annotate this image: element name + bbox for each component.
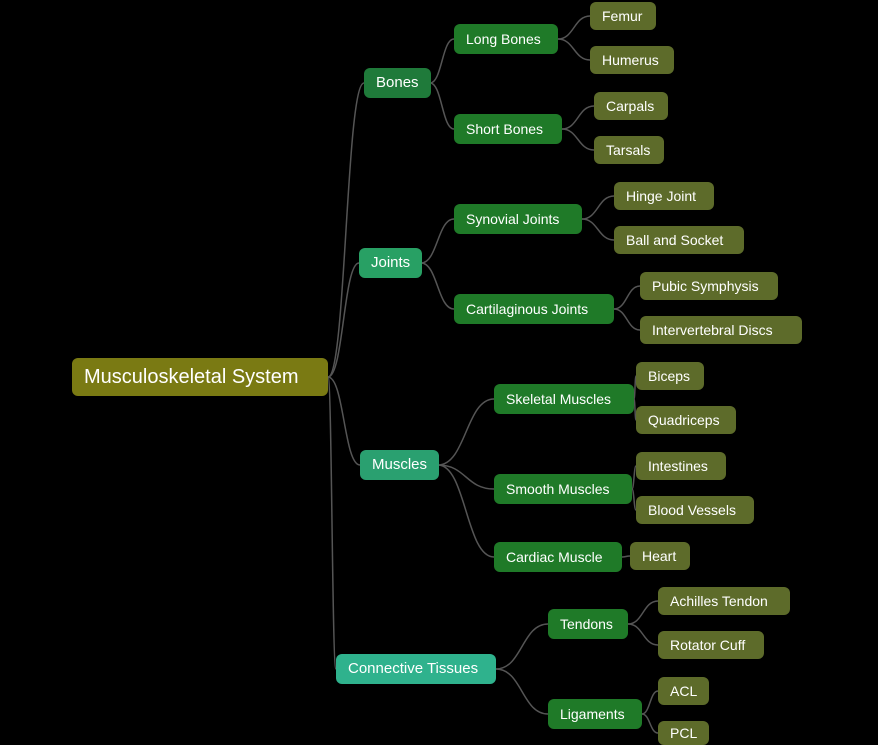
mindmap-node-shortbones[interactable]: Short Bones — [454, 114, 562, 144]
mindmap-node-bones[interactable]: Bones — [364, 68, 431, 98]
mindmap-node-smooth[interactable]: Smooth Muscles — [494, 474, 632, 504]
mindmap-node-conn[interactable]: Connective Tissues — [336, 654, 496, 684]
mindmap-edge — [558, 39, 590, 60]
mindmap-edge — [328, 83, 364, 377]
mindmap-edge — [562, 129, 594, 150]
mindmap-edge — [614, 286, 640, 309]
mindmap-node-quads[interactable]: Quadriceps — [636, 406, 736, 434]
mindmap-edge — [496, 624, 548, 669]
mindmap-edge — [622, 556, 630, 557]
mindmap-node-muscles[interactable]: Muscles — [360, 450, 439, 480]
mindmap-edge — [328, 377, 336, 669]
mindmap-node-hinge[interactable]: Hinge Joint — [614, 182, 714, 210]
mindmap-edge — [642, 714, 658, 733]
mindmap-edge — [421, 219, 454, 263]
mindmap-node-pcl[interactable]: PCL — [658, 721, 709, 745]
mindmap-edge — [438, 399, 494, 465]
mindmap-node-acl[interactable]: ACL — [658, 677, 709, 705]
mindmap-node-ball[interactable]: Ball and Socket — [614, 226, 744, 254]
mindmap-node-humerus[interactable]: Humerus — [590, 46, 674, 74]
mindmap-edge — [582, 196, 614, 219]
mindmap-node-root[interactable]: Musculoskeletal System — [72, 358, 328, 396]
mindmap-edge — [614, 309, 640, 330]
mindmap-node-femur[interactable]: Femur — [590, 2, 656, 30]
mindmap-edge — [582, 219, 614, 240]
mindmap-node-skeletal[interactable]: Skeletal Muscles — [494, 384, 634, 414]
mindmap-node-synovial[interactable]: Synovial Joints — [454, 204, 582, 234]
mindmap-edge — [421, 263, 454, 309]
mindmap-node-joints[interactable]: Joints — [359, 248, 422, 278]
mindmap-node-cartil[interactable]: Cartilaginous Joints — [454, 294, 614, 324]
mindmap-edge — [430, 39, 454, 83]
mindmap-node-longbones[interactable]: Long Bones — [454, 24, 558, 54]
mindmap-edge — [628, 624, 658, 645]
mindmap-node-achilles[interactable]: Achilles Tendon — [658, 587, 790, 615]
mindmap-node-ligaments[interactable]: Ligaments — [548, 699, 642, 729]
mindmap-edge — [562, 106, 594, 129]
mindmap-edge — [328, 377, 360, 465]
mindmap-node-intest[interactable]: Intestines — [636, 452, 726, 480]
mindmap-node-tendons[interactable]: Tendons — [548, 609, 628, 639]
mindmap-node-biceps[interactable]: Biceps — [636, 362, 704, 390]
mindmap-node-pubic[interactable]: Pubic Symphysis — [640, 272, 778, 300]
mindmap-edge — [496, 669, 548, 714]
mindmap-node-ivd[interactable]: Intervertebral Discs — [640, 316, 802, 344]
mindmap-edge — [628, 601, 658, 624]
mindmap-node-heart[interactable]: Heart — [630, 542, 690, 570]
mindmap-node-rotator[interactable]: Rotator Cuff — [658, 631, 764, 659]
mindmap-node-bloodv[interactable]: Blood Vessels — [636, 496, 754, 524]
mindmap-edge — [438, 465, 494, 557]
mindmap-edge — [558, 16, 590, 39]
mindmap-edge — [430, 83, 454, 129]
mindmap-edge — [642, 691, 658, 714]
mindmap-node-carpals[interactable]: Carpals — [594, 92, 668, 120]
mindmap-node-cardiac[interactable]: Cardiac Muscle — [494, 542, 622, 572]
mindmap-node-tarsals[interactable]: Tarsals — [594, 136, 664, 164]
